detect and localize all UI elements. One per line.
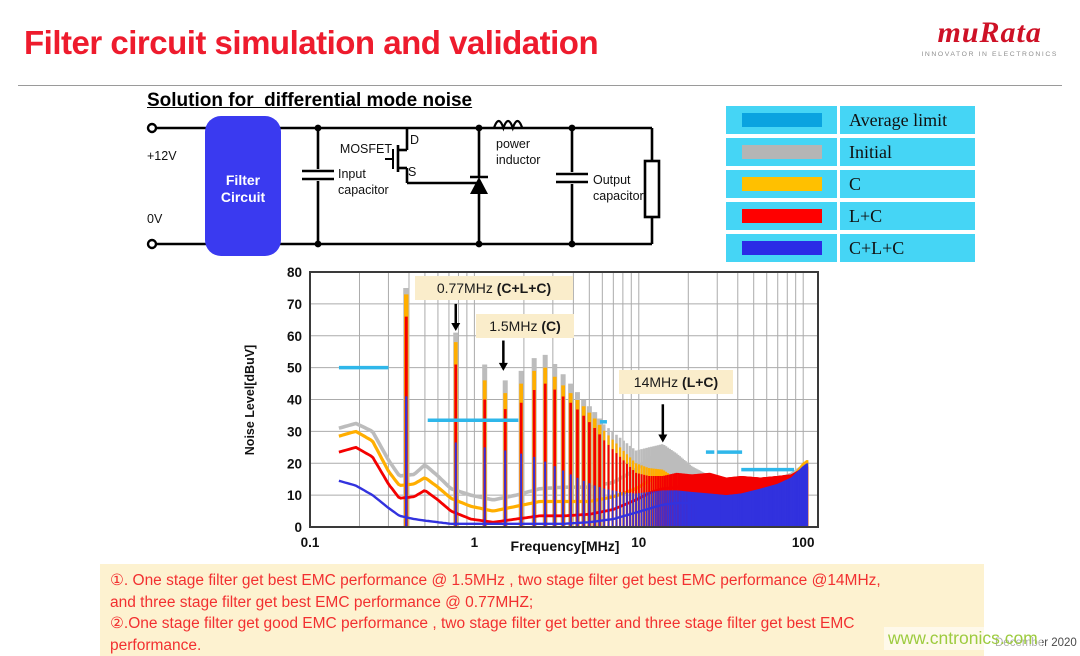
svg-text:10: 10: [287, 488, 302, 503]
svg-text:60: 60: [287, 329, 302, 344]
label-mosfet: MOSFET: [340, 142, 392, 156]
note-line: ①. One stage filter get best EMC perform…: [110, 572, 881, 589]
note-box: ①. One stage filter get best EMC perform…: [100, 564, 984, 656]
annotation-bold-text: (L+C): [682, 374, 719, 390]
terminal-positive: [146, 122, 158, 134]
label-mosfet-d: D: [410, 133, 419, 147]
note-line: ②.One stage filter get good EMC performa…: [110, 615, 855, 632]
svg-text:70: 70: [287, 297, 302, 312]
label-output-capacitor-2: capacitor: [593, 189, 644, 203]
legend-label-c: C: [840, 170, 975, 198]
svg-text:30: 30: [287, 424, 302, 439]
svg-text:80: 80: [287, 265, 302, 280]
svg-text:Noise Level[dBuV]: Noise Level[dBuV]: [243, 345, 257, 455]
label-12v: +12V: [147, 149, 177, 163]
legend-row-lc: L+C: [726, 202, 975, 230]
label-output-capacitor-1: Output: [593, 173, 631, 187]
label-0v: 0V: [147, 212, 163, 226]
legend-swatch-clc: [741, 241, 822, 255]
svg-text:10: 10: [631, 535, 646, 550]
filter-box-label-2: Circuit: [221, 189, 266, 205]
note-line: performance.: [110, 636, 202, 654]
legend-table: Average limit Initial C L+C C+L+C: [726, 106, 975, 266]
svg-text:Frequency[MHz]: Frequency[MHz]: [511, 538, 620, 554]
legend-row-c: C: [726, 170, 975, 198]
svg-text:100: 100: [792, 535, 815, 550]
legend-swatch-initial: [741, 145, 822, 159]
legend-row-clc: C+L+C: [726, 234, 975, 262]
annotation-text: 14MHz: [633, 374, 683, 390]
circuit-diagram: +12V 0V Input capacitor MOSFET D S: [146, 116, 661, 256]
legend-label-initial: Initial: [840, 138, 975, 166]
legend-label-average-limit: Average limit: [840, 106, 975, 134]
noise-chart: 0 10 20 30 40 50 60 70 80 0.1 1 10 100 Frequency[MHz]…: [243, 265, 819, 554]
diode-symbol: [470, 175, 488, 244]
annotation-bold-text: (C+L+C): [496, 280, 552, 296]
legend-label-lc: L+C: [840, 202, 975, 230]
label-mosfet-s: S: [408, 165, 416, 179]
load-resistor: [643, 159, 661, 219]
chart-annotation-15mhz: 1.5MHz (C): [476, 314, 574, 338]
label-input-capacitor-2: capacitor: [338, 183, 389, 197]
svg-text:40: 40: [287, 393, 302, 408]
legend-swatch-average-limit: [741, 113, 822, 127]
legend-label-clc: C+L+C: [840, 234, 975, 262]
header-divider: [18, 85, 1062, 86]
terminal-negative: [146, 238, 158, 250]
svg-text:0.1: 0.1: [301, 535, 320, 550]
murata-logo-text: muRata: [937, 16, 1042, 49]
watermark-link[interactable]: www.cntronics.com: [884, 627, 1042, 650]
label-power-inductor-2: inductor: [496, 153, 540, 167]
label-input-capacitor-1: Input: [338, 167, 366, 181]
svg-text:1: 1: [471, 535, 479, 550]
svg-text:50: 50: [287, 361, 302, 376]
legend-row-initial: Initial: [726, 138, 975, 166]
murata-logo: muRata INNOVATOR IN ELECTRONICS: [921, 16, 1058, 59]
inductor-symbol: [492, 119, 524, 132]
chart-annotation-077mhz: 0.77MHz (C+L+C): [415, 276, 573, 300]
page-title: Filter circuit simulation and validation: [24, 24, 599, 61]
annotation-text: 1.5MHz: [489, 318, 542, 334]
section-title: Solution for differential mode noise: [147, 90, 473, 111]
svg-text:20: 20: [287, 456, 302, 471]
legend-swatch-c: [741, 177, 822, 191]
mosfet-symbol: [385, 128, 479, 185]
note-line: and three stage filter get best EMC perf…: [110, 593, 534, 611]
legend-swatch-lc: [741, 209, 822, 223]
annotation-text: 0.77MHz: [436, 280, 497, 296]
junction-dots: [314, 124, 576, 248]
label-power-inductor-1: power: [496, 137, 530, 151]
filter-circuit-box: [205, 116, 281, 256]
filter-box-label-1: Filter: [226, 172, 261, 188]
murata-logo-tagline: INNOVATOR IN ELECTRONICS: [921, 51, 1058, 58]
svg-text:0: 0: [294, 520, 302, 535]
legend-row-average-limit: Average limit: [726, 106, 975, 134]
annotation-bold-text: (C): [541, 318, 561, 334]
chart-annotation-14mhz: 14MHz (L+C): [619, 370, 733, 394]
